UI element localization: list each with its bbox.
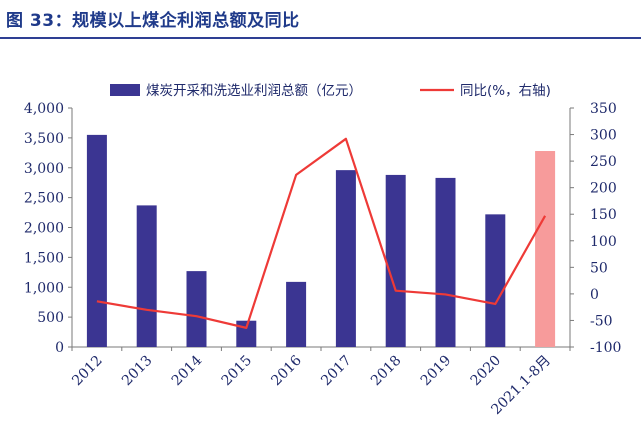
x-tick-label: 2014 [169,352,206,389]
right-tick-label: 150 [590,207,617,223]
left-tick-label: 3,500 [24,131,64,147]
x-tick-label: 2020 [468,353,505,390]
right-tick-label: 250 [590,154,617,170]
right-tick-label: -50 [590,313,613,329]
bar-2021.1-8月 [535,151,556,347]
right-tick-label: 300 [590,128,617,144]
x-tick-label: 2017 [318,353,355,390]
x-tick-label: 2012 [69,353,106,390]
title-divider [0,37,641,39]
left-tick-label: 1,000 [24,280,64,296]
right-tick-label: 200 [590,181,617,197]
right-tick-label: 350 [590,101,617,117]
left-tick-label: 4,000 [24,101,64,117]
legend: 煤炭开采和洗选业利润总额（亿元） 同比(%，右轴) [110,83,551,99]
left-tick-label: 3,000 [24,161,64,177]
x-tick-label: 2019 [418,353,455,390]
bar-series [86,134,556,347]
x-tick-label: 2013 [119,353,156,390]
bar-2019 [435,177,456,347]
bar-2013 [136,205,157,347]
x-tick-label: 2016 [268,352,305,389]
right-tick-label: -100 [590,340,621,356]
bar-2020 [485,214,506,347]
left-tick-label: 2,000 [24,221,64,237]
line-series [96,137,547,329]
left-tick-label: 2,500 [24,191,64,207]
bar-2016 [286,281,307,347]
x-tick-label: 2015 [219,353,256,390]
axes: 05001,0001,5002,0002,5003,0003,5004,000-… [24,101,622,418]
yoy-line [96,137,547,329]
left-tick-label: 0 [55,340,64,356]
x-tick-label: 2018 [368,353,405,390]
left-tick-label: 500 [37,310,64,326]
figure-title: 图 33：规模以上煤企利润总额及同比 [6,11,300,31]
bar-2018 [385,174,406,347]
left-tick-label: 1,500 [24,250,64,266]
legend-swatch-bar [110,84,140,96]
right-tick-label: 50 [590,260,608,276]
bar-2012 [86,134,107,347]
bar-2017 [335,170,356,347]
legend-label-bar: 煤炭开采和洗选业利润总额（亿元） [146,83,362,99]
right-tick-label: 0 [590,287,599,303]
legend-label-line: 同比(%，右轴) [460,83,551,99]
right-tick-label: 100 [590,234,617,250]
bar-2014 [186,271,207,347]
